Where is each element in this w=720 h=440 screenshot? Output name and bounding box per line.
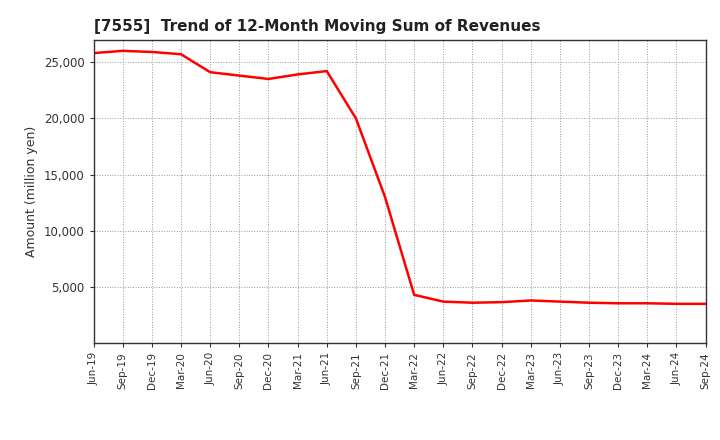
Y-axis label: Amount (million yen): Amount (million yen) [25,126,38,257]
Text: [7555]  Trend of 12-Month Moving Sum of Revenues: [7555] Trend of 12-Month Moving Sum of R… [94,19,540,34]
